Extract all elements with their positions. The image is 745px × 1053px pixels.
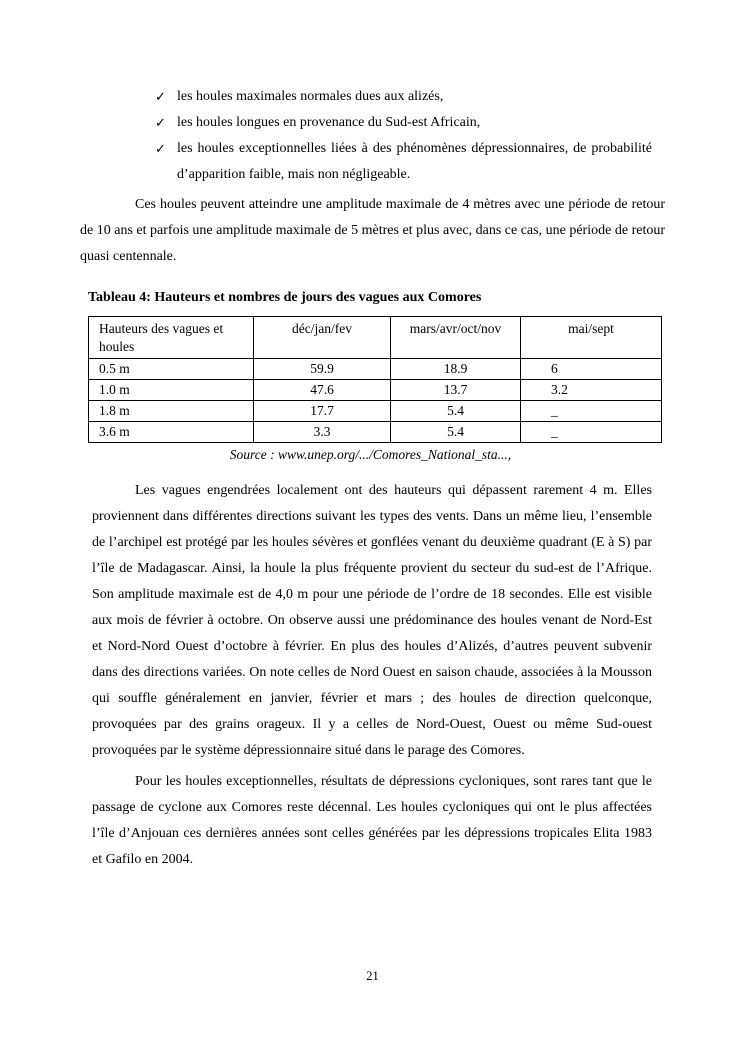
table-cell: 3.2 bbox=[520, 379, 662, 401]
bullet-text: les houles exceptionnelles liées à des p… bbox=[177, 141, 652, 182]
table-source: Source : www.unep.org/.../Comores_Nation… bbox=[229, 447, 512, 462]
table-cell: 5.4 bbox=[390, 400, 521, 422]
table-cell: 3.6 m bbox=[88, 421, 254, 443]
paragraph-vagues: Les vagues engendrées localement ont des… bbox=[92, 483, 652, 758]
table-cell: 17.7 bbox=[253, 400, 391, 422]
table-cell: 0.5 m bbox=[88, 358, 254, 380]
bullet-text: les houles longues en provenance du Sud-… bbox=[177, 115, 481, 130]
table-cell: 5.4 bbox=[390, 421, 521, 443]
checkmark-icon: ✓ bbox=[155, 89, 166, 104]
table-cell: _ bbox=[520, 421, 662, 443]
table-cell: _ bbox=[520, 400, 662, 422]
paragraph-houles-exceptionnelles: Pour les houles exceptionnelles, résulta… bbox=[92, 774, 652, 867]
list-item: ✓ les houles maximales normales dues aux… bbox=[155, 84, 652, 110]
column-header-mai-sept: mai/sept bbox=[520, 316, 662, 359]
column-header-mars-avr-oct-nov: mars/avr/oct/nov bbox=[390, 316, 521, 359]
table-cell: 59.9 bbox=[253, 358, 391, 380]
table-row: 1.0 m 47.6 13.7 3.2 bbox=[88, 379, 662, 401]
checkmark-icon: ✓ bbox=[155, 115, 166, 130]
table-row: 3.6 m 3.3 5.4 _ bbox=[88, 421, 662, 443]
column-header-heights: Hauteurs des vagues et houles bbox=[88, 316, 254, 359]
bullet-text: les houles maximales normales dues aux a… bbox=[177, 89, 444, 104]
list-item: ✓ les houles longues en provenance du Su… bbox=[155, 110, 652, 136]
table-header-row: Hauteurs des vagues et houles déc/jan/fe… bbox=[88, 316, 662, 359]
table-cell: 47.6 bbox=[253, 379, 391, 401]
table-cell: 1.8 m bbox=[88, 400, 254, 422]
wave-heights-table: Hauteurs des vagues et houles déc/jan/fe… bbox=[88, 316, 662, 443]
table-row: 0.5 m 59.9 18.9 6 bbox=[88, 358, 662, 380]
table-cell: 13.7 bbox=[390, 379, 521, 401]
checkmark-icon: ✓ bbox=[155, 141, 166, 156]
paragraph-amplitude: Ces houles peuvent atteindre une amplitu… bbox=[80, 197, 665, 264]
table-cell: 3.3 bbox=[253, 421, 391, 443]
table-cell: 6 bbox=[520, 358, 662, 380]
table-row: 1.8 m 17.7 5.4 _ bbox=[88, 400, 662, 422]
column-header-dec-jan-fev: déc/jan/fev bbox=[253, 316, 391, 359]
list-item: ✓ les houles exceptionnelles liées à des… bbox=[155, 136, 652, 188]
table-title: Tableau 4: Hauteurs et nombres de jours … bbox=[88, 290, 482, 305]
page-content: ✓ les houles maximales normales dues aux… bbox=[80, 84, 665, 873]
page-number: 21 bbox=[366, 969, 379, 983]
table-cell: 18.9 bbox=[390, 358, 521, 380]
table-cell: 1.0 m bbox=[88, 379, 254, 401]
bullet-list: ✓ les houles maximales normales dues aux… bbox=[80, 84, 652, 188]
